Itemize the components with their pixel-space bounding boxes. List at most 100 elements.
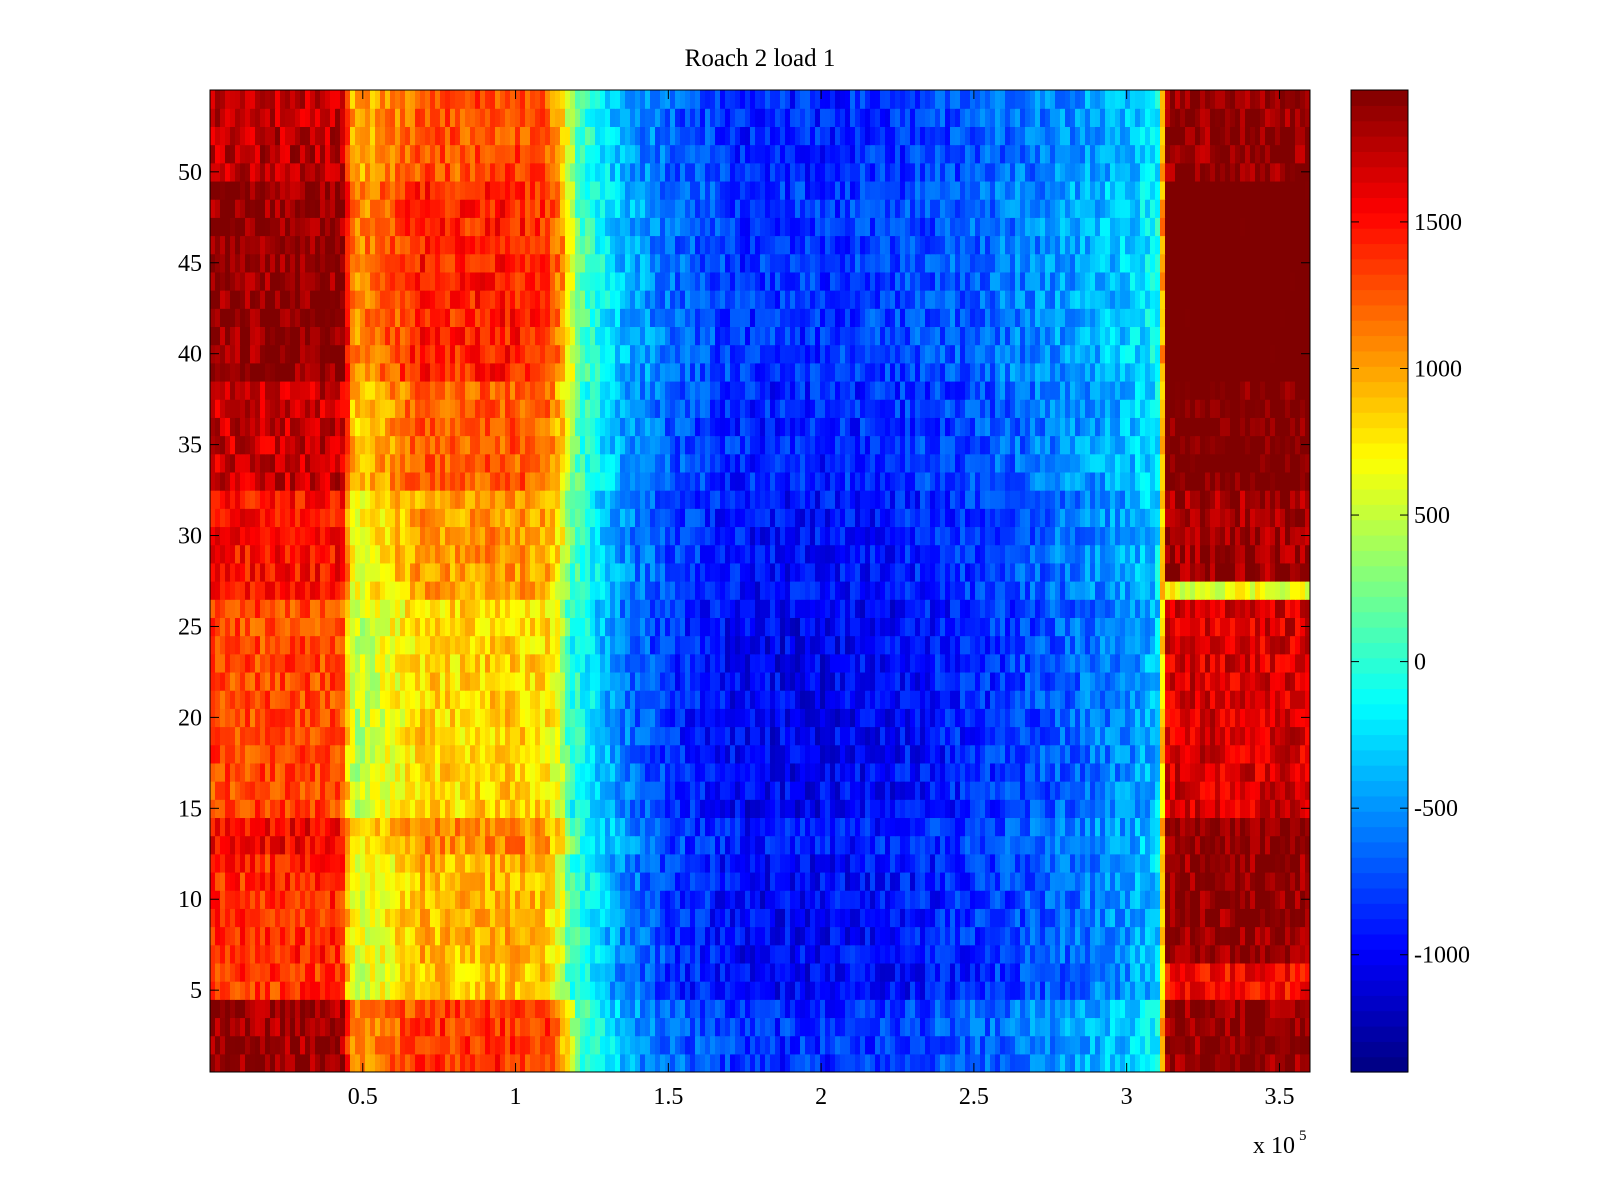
heatmap-cell <box>1255 999 1261 1019</box>
heatmap-cell <box>425 999 431 1019</box>
heatmap-cell <box>380 1053 386 1072</box>
heatmap-cell <box>770 1017 776 1037</box>
heatmap-cell <box>915 762 921 782</box>
heatmap-cell <box>990 1035 996 1055</box>
heatmap-cell <box>1260 926 1266 946</box>
heatmap-cell <box>1280 781 1286 800</box>
heatmap-cell <box>880 708 886 728</box>
heatmap-cell <box>900 1017 906 1037</box>
heatmap-cell <box>1030 1017 1036 1037</box>
heatmap-cell <box>1250 744 1256 764</box>
heatmap-cell <box>1080 1053 1086 1072</box>
heatmap-cell <box>555 1053 561 1072</box>
heatmap-cell <box>1210 671 1216 691</box>
heatmap-cell <box>760 853 766 873</box>
heatmap-cell <box>350 799 356 819</box>
heatmap-cell <box>735 944 741 964</box>
heatmap-cell <box>895 781 901 800</box>
heatmap-cell <box>960 671 966 691</box>
heatmap-cell <box>880 653 886 673</box>
heatmap-cell <box>965 762 971 782</box>
heatmap-cell <box>1280 1035 1286 1055</box>
heatmap-cell <box>1145 908 1151 928</box>
heatmap-cell <box>815 908 821 928</box>
heatmap-cell <box>235 890 241 909</box>
heatmap-cell <box>860 835 866 855</box>
heatmap-cell <box>795 799 801 819</box>
heatmap-cell <box>220 653 226 673</box>
heatmap-cell <box>770 871 776 891</box>
heatmap-cell <box>1175 871 1181 891</box>
heatmap-cell <box>235 999 241 1019</box>
heatmap-cell <box>1285 981 1291 1000</box>
heatmap-cell <box>1305 908 1310 928</box>
heatmap-cell <box>380 653 386 673</box>
heatmap-cell <box>1125 835 1131 855</box>
heatmap-cell <box>315 1035 321 1055</box>
heatmap-cell <box>340 671 346 691</box>
heatmap-cell <box>445 690 451 709</box>
heatmap-cell <box>445 962 451 982</box>
heatmap-cell <box>895 853 901 873</box>
heatmap-cell <box>320 744 326 764</box>
heatmap-cell <box>280 1017 286 1037</box>
heatmap-cell <box>505 708 511 728</box>
heatmap-cell <box>630 1053 636 1072</box>
heatmap-cell <box>1195 744 1201 764</box>
heatmap-cell <box>1090 999 1096 1019</box>
heatmap-cell <box>625 744 631 764</box>
heatmap-cell <box>1145 1017 1151 1037</box>
heatmap-cell <box>910 962 916 982</box>
heatmap-cell <box>1030 708 1036 728</box>
heatmap-cell <box>1030 671 1036 691</box>
heatmap-cell <box>530 835 536 855</box>
heatmap-cell <box>610 1053 616 1072</box>
heatmap-cell <box>590 944 596 964</box>
heatmap-cell <box>880 726 886 746</box>
heatmap-cell <box>705 781 711 800</box>
heatmap-cell <box>420 762 426 782</box>
heatmap-cell <box>875 1017 881 1037</box>
heatmap-cell <box>1100 690 1106 709</box>
heatmap-cell <box>230 781 236 800</box>
heatmap-cell <box>310 981 316 1000</box>
heatmap-cell <box>785 817 791 837</box>
heatmap-cell <box>230 744 236 764</box>
heatmap-cell <box>1205 799 1211 819</box>
heatmap-cell <box>1230 1053 1236 1072</box>
heatmap-cell <box>860 799 866 819</box>
heatmap-cell <box>325 744 331 764</box>
heatmap-cell <box>1095 726 1101 746</box>
heatmap-cell <box>445 981 451 1000</box>
heatmap-cell <box>315 781 321 800</box>
heatmap-cell <box>1020 690 1026 709</box>
heatmap-cell <box>740 726 746 746</box>
heatmap-cell <box>1195 781 1201 800</box>
heatmap-cell <box>1230 890 1236 909</box>
heatmap-cell <box>420 890 426 909</box>
heatmap-cell <box>1200 671 1206 691</box>
heatmap-cell <box>875 981 881 1000</box>
heatmap-cell <box>305 690 311 709</box>
heatmap-cell <box>1210 762 1216 782</box>
heatmap-cell <box>1175 817 1181 837</box>
heatmap-cell <box>365 690 371 709</box>
heatmap-cell <box>1165 799 1171 819</box>
heatmap-cell <box>445 890 451 909</box>
heatmap-cell <box>910 890 916 909</box>
heatmap-cell <box>995 890 1001 909</box>
heatmap-cell <box>905 962 911 982</box>
heatmap-cell <box>385 1017 391 1037</box>
heatmap-cell <box>450 890 456 909</box>
heatmap-cell <box>785 1035 791 1055</box>
heatmap-cell <box>1295 944 1301 964</box>
heatmap-cell <box>1215 762 1221 782</box>
heatmap-cell <box>455 871 461 891</box>
heatmap-cell <box>670 744 676 764</box>
heatmap-cell <box>1185 799 1191 819</box>
heatmap-cell <box>565 1035 571 1055</box>
heatmap-cell <box>940 890 946 909</box>
heatmap-cell <box>1000 999 1006 1019</box>
heatmap-cell <box>1195 926 1201 946</box>
heatmap-cell <box>1000 744 1006 764</box>
